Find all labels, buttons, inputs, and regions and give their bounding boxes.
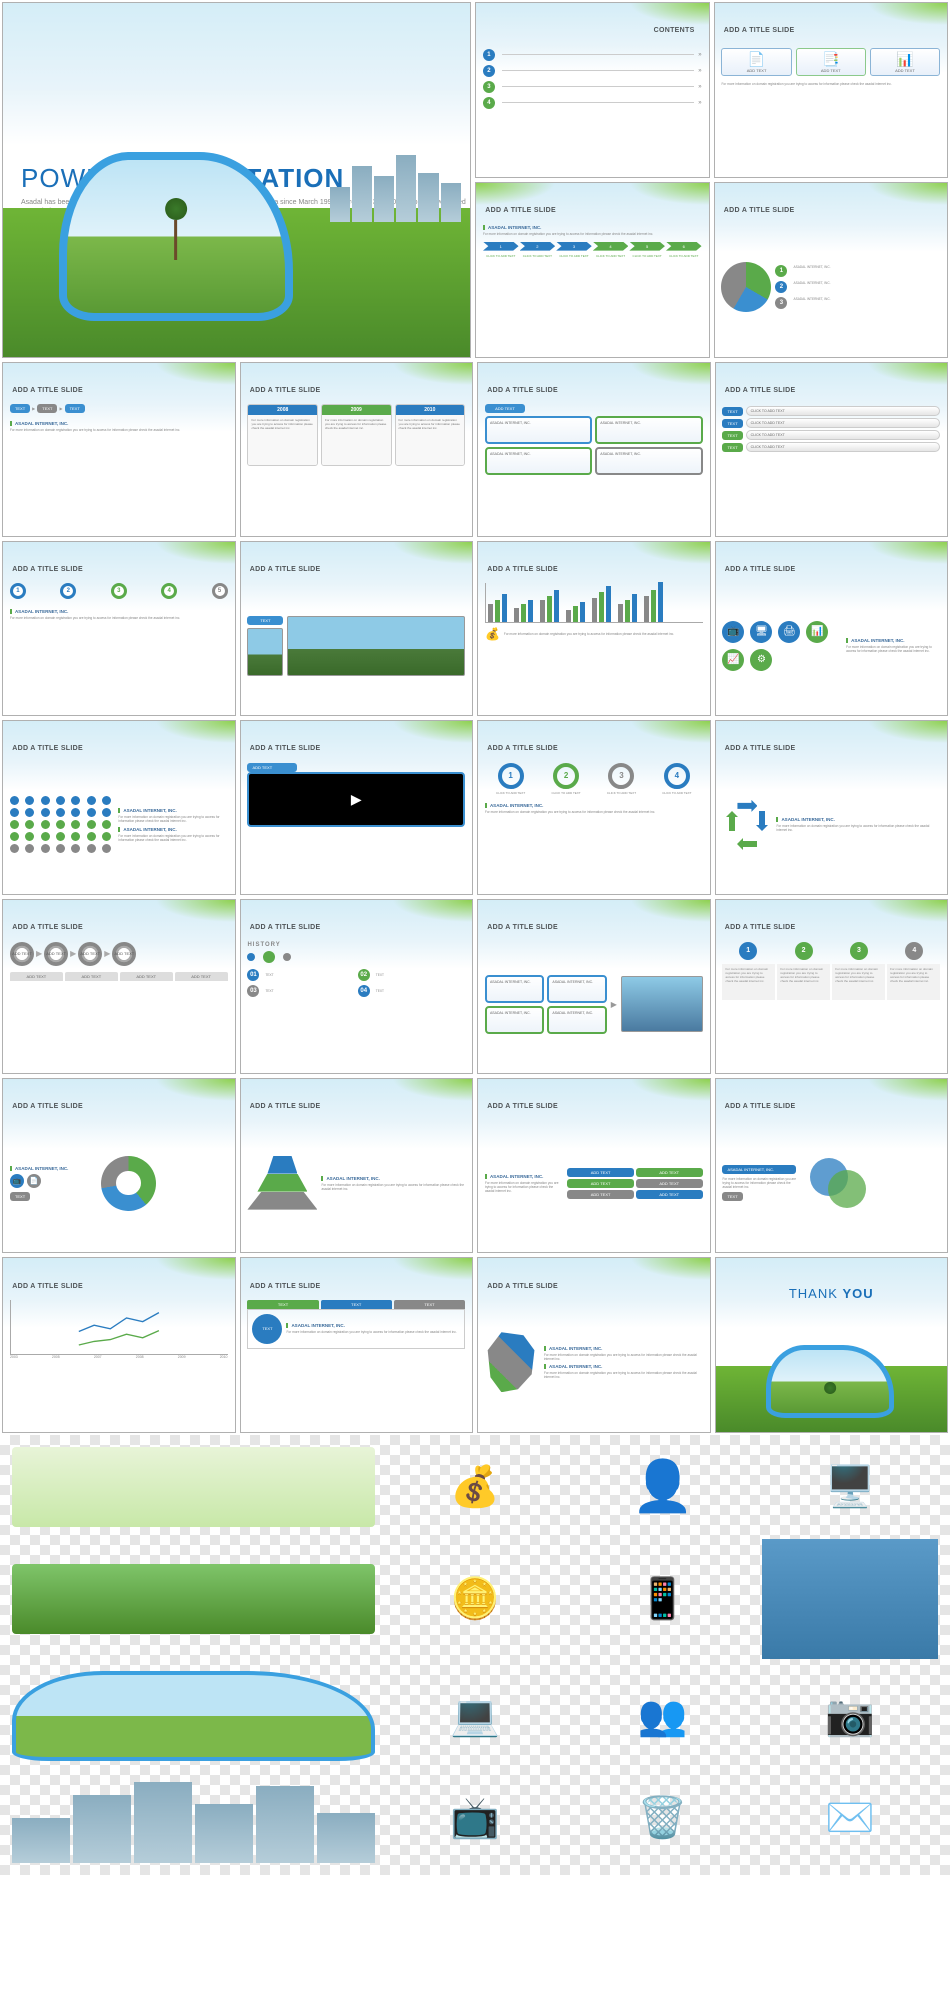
dots-slide: ADD A TITLE SLIDE ASADAL INTERNET, INC. … <box>2 720 236 895</box>
quad-box: ASADAL INTERNET, INC. <box>485 416 592 444</box>
icons6-slide: ADD A TITLE SLIDE 📺🖥🖨📊📈⚙ ASADAL INTERNET… <box>715 541 949 716</box>
asset-car-nature <box>12 1671 375 1761</box>
car-frame-icon <box>766 1345 893 1418</box>
asset-tv-icon: 📺 <box>387 1794 563 1841</box>
photo-thumbnail <box>247 628 283 676</box>
quad-icons-slide: ADD A TITLE SLIDE ADD TEXT ASADAL INTERN… <box>477 362 711 537</box>
asset-city <box>12 1773 375 1863</box>
tv-icon: 📺 <box>10 1174 24 1188</box>
asset-people-icon: 👥 <box>575 1692 751 1739</box>
asset-laptop-icon: 💻 <box>387 1692 563 1739</box>
flow3-slide: ADD A TITLE SLIDE TEXT▶ TEXT▶ TEXT ASADA… <box>2 362 236 537</box>
thumb-box: 📄ADD TEXT <box>721 48 791 76</box>
contents-slide: CONTENTS 1»2»3»4» <box>475 2 710 178</box>
cycle-diagram <box>722 800 772 850</box>
line-chart <box>10 1300 228 1355</box>
asset-camera-icon: 📷 <box>762 1692 938 1739</box>
asset-monitor-icon: 🖥️ <box>762 1463 938 1510</box>
venn-diagram <box>800 1158 870 1208</box>
tree-icon <box>165 198 187 260</box>
video-slide: ADD A TITLE SLIDE ADD TEXT ▶ <box>240 720 474 895</box>
cycle-slide: ADD A TITLE SLIDE ASADAL INTERNET, INC. … <box>715 720 949 895</box>
feature-icon: ⚙ <box>750 649 772 671</box>
linechart-slide: ADD A TITLE SLIDE 2003200520072008200920… <box>2 1257 236 1432</box>
boxes6-slide: ADD A TITLE SLIDE ASADAL INTERNET, INC. … <box>477 1078 711 1253</box>
contents-title: CONTENTS <box>654 27 695 34</box>
video-player[interactable]: ▶ <box>247 772 465 827</box>
tabs-numbered-slide: ADD A TITLE SLIDE 1234 For more informat… <box>715 899 949 1074</box>
thankyou-slide: THANK YOU <box>715 1257 949 1432</box>
barchart-slide: ADD A TITLE SLIDE 💰 For more information… <box>477 541 711 716</box>
history-slide: ADD A TITLE SLIDE HISTORY 01TEXT 02TEXT … <box>240 899 474 1074</box>
asset-building-photo <box>762 1539 938 1659</box>
feature-icon: 🖨 <box>778 621 800 643</box>
venn-slide: ADD A TITLE SLIDE ASADAL INTERNET, INC. … <box>715 1078 949 1253</box>
city-buildings <box>330 152 461 223</box>
thumbs-slide: ADD A TITLE SLIDE 📄ADD TEXT📑ADD TEXT📊ADD… <box>714 2 949 178</box>
pills-slide: ADD A TITLE SLIDE TEXTCLICK TO ADD TEXTT… <box>715 362 949 537</box>
hero-slide: POWER PRESENTATION Asadal has been runni… <box>2 2 471 358</box>
asset-trash-icon: 🗑️ <box>575 1794 751 1841</box>
feature-icon: 📺 <box>722 621 744 643</box>
top-row: POWER PRESENTATION Asadal has been runni… <box>0 0 950 360</box>
asset-mail-icon: ✉️ <box>762 1794 938 1841</box>
korea-map <box>485 1332 540 1392</box>
asset-moneybag-icon: 💰 <box>387 1463 563 1510</box>
quad-box: ASADAL INTERNET, INC. <box>595 447 702 475</box>
asset-phone-icon: 📱 <box>575 1575 751 1622</box>
pyramid-chart <box>247 1156 317 1211</box>
quad-box: ASADAL INTERNET, INC. <box>485 447 592 475</box>
asset-person-icon: 👤 <box>575 1457 751 1516</box>
asset-leaves <box>12 1447 375 1527</box>
map-slide: ADD A TITLE SLIDE ASADAL INTERNET, INC. … <box>477 1257 711 1432</box>
pie-chart <box>721 262 771 312</box>
car-frame-icon <box>59 152 293 322</box>
building-photo <box>621 976 703 1032</box>
circles4-slide: ADD A TITLE SLIDE 1CLICK TO ADD TEXT2CLI… <box>477 720 711 895</box>
quad-photo-slide: ADD A TITLE SLIDE ASADAL INTERNET, INC. … <box>477 899 711 1074</box>
center-circle: TEXT <box>252 1314 282 1344</box>
thumb-box: 📑ADD TEXT <box>796 48 866 76</box>
pie-slide: ADD A TITLE SLIDE 1ASADAL INTERNET, INC.… <box>714 182 949 358</box>
gears-slide: ADD A TITLE SLIDE ADD TEXT▶ADD TEXT▶ADD … <box>2 899 236 1074</box>
thankyou-title: THANK YOU <box>716 1286 948 1301</box>
photo-main <box>287 616 465 676</box>
photo-slide: ADD A TITLE SLIDE TEXT <box>240 541 474 716</box>
assets-panel: 💰 👤 🖥️ 🪙 📱 💻 👥 📷 📺 🗑️ ✉️ <box>0 1435 950 1875</box>
pyramid-slide: ADD A TITLE SLIDE ASADAL INTERNET, INC. … <box>240 1078 474 1253</box>
history-label: HISTORY <box>247 942 465 948</box>
feature-icon: 📊 <box>806 621 828 643</box>
years-slide: ADD A TITLE SLIDE 2008For more informati… <box>240 362 474 537</box>
donut-chart <box>101 1156 156 1211</box>
donut-slide: ADD A TITLE SLIDE ASADAL INTERNET, INC. … <box>2 1078 236 1253</box>
quad-box: ASADAL INTERNET, INC. <box>595 416 702 444</box>
feature-icon: 🖥 <box>750 621 772 643</box>
bar-chart <box>485 583 703 623</box>
arrows-slide: ADD A TITLE SLIDE ASADAL INTERNET, INC. … <box>475 182 710 358</box>
feature-icon: 📈 <box>722 649 744 671</box>
steps5-slide: ADD A TITLE SLIDE 12345 ASADAL INTERNET,… <box>2 541 236 716</box>
tabs3-slide: ADD A TITLE SLIDE TEXTTEXTTEXT TEXT ASAD… <box>240 1257 474 1432</box>
asset-grass <box>12 1564 375 1634</box>
slide-grid: ADD A TITLE SLIDE TEXT▶ TEXT▶ TEXT ASADA… <box>0 360 950 1435</box>
asset-coins-icon: 🪙 <box>387 1575 563 1622</box>
thumb-box: 📊ADD TEXT <box>870 48 940 76</box>
doc-icon: 📄 <box>27 1174 41 1188</box>
